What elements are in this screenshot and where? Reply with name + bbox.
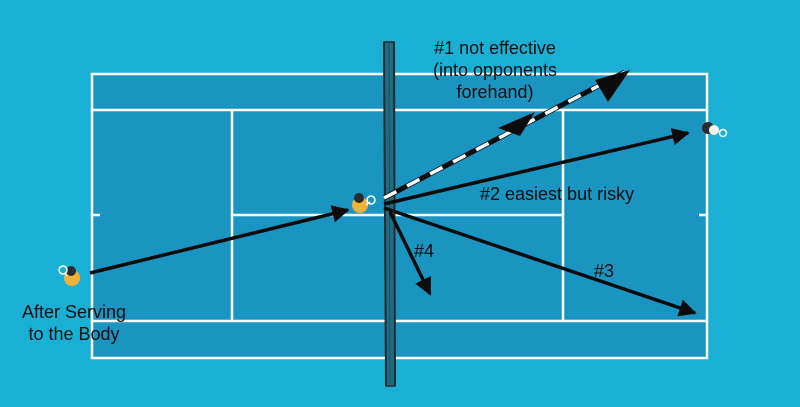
serve-label: After Serving to the Body	[10, 301, 138, 345]
shot-2-label: #2 easiest but risky	[480, 184, 635, 204]
serving-player-icon	[58, 265, 80, 286]
shot-2-arrow	[383, 128, 690, 206]
serve-label-line1: After Serving	[21, 302, 127, 322]
shot-1-label-line2: (into opponents	[432, 60, 558, 80]
serve-label-line2: to the Body	[28, 324, 120, 344]
shot-1-label: #1 not effective (into opponents forehan…	[415, 37, 575, 103]
approach-arrow	[89, 205, 350, 275]
court-lines	[90, 72, 709, 360]
shot-1-label-line3: forehand)	[456, 82, 534, 102]
shot-1-label-line1: #1 not effective	[434, 38, 556, 58]
shot-1-arrow	[382, 69, 630, 201]
shot-3-label: #3	[594, 261, 615, 281]
opponent-player-icon	[702, 122, 728, 138]
shot-3-arrow	[383, 206, 697, 317]
shot-4-label: #4	[414, 241, 435, 261]
shot-4-arrow	[388, 211, 432, 296]
player-at-net-icon	[352, 193, 376, 213]
